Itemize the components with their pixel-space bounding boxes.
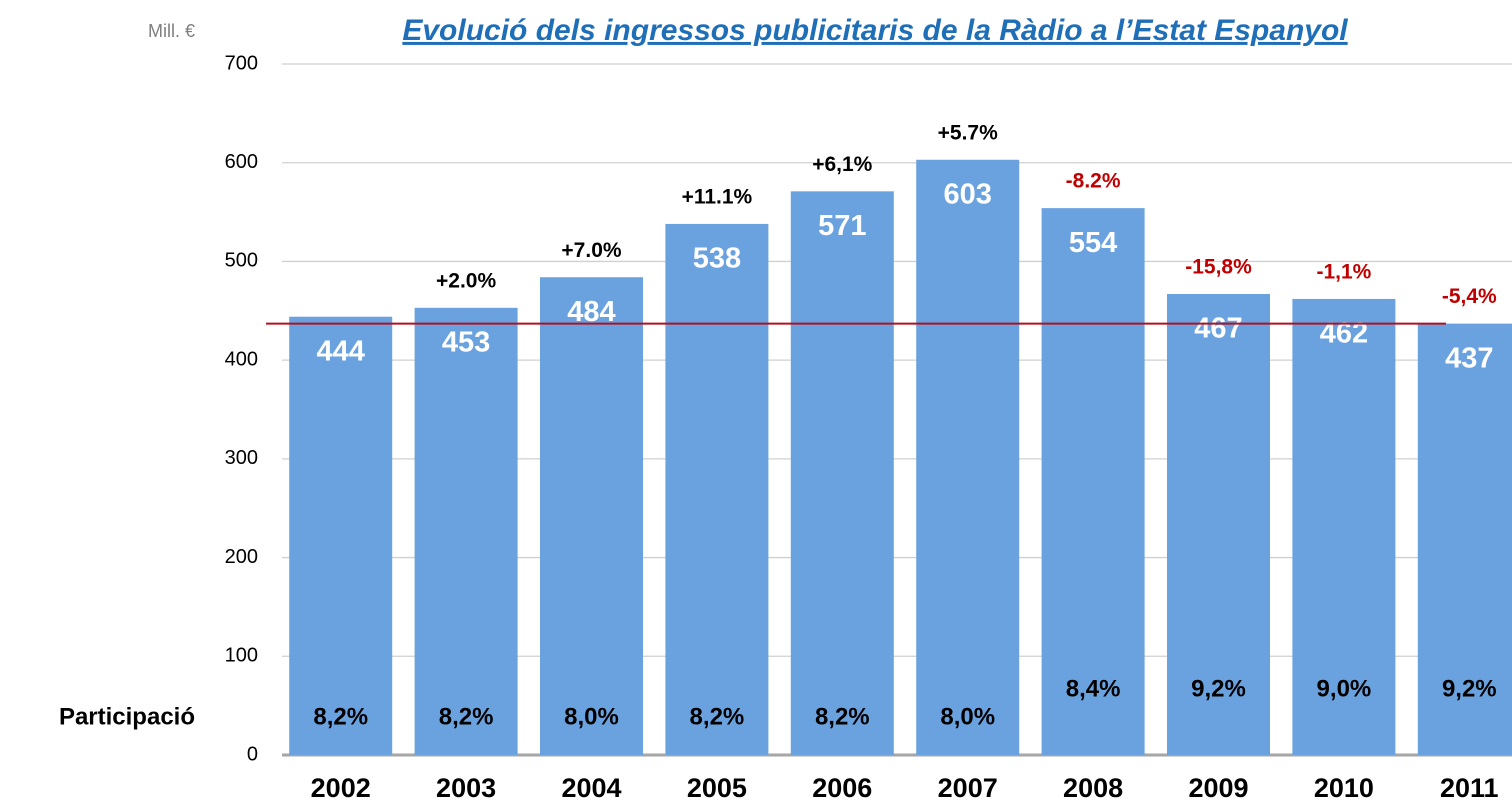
- growth-label: -8.2%: [1066, 170, 1121, 193]
- value-label: 444: [317, 335, 365, 367]
- growth-label: +7.0%: [561, 239, 621, 262]
- share-label: 8,0%: [564, 703, 619, 730]
- share-label: 9,2%: [1191, 675, 1246, 702]
- bar: [1292, 298, 1396, 755]
- value-label: 462: [1320, 318, 1368, 350]
- value-label: 437: [1445, 342, 1493, 374]
- bar: [414, 307, 518, 755]
- value-label: 453: [442, 326, 490, 358]
- y-tick-label: 400: [225, 348, 258, 370]
- y-tick-label: 300: [225, 447, 258, 469]
- chart-title: Evolució dels ingressos publicitaris de …: [402, 14, 1348, 47]
- share-label: 8,2%: [439, 703, 494, 730]
- share-label: 8,2%: [313, 703, 368, 730]
- x-tick-label: 2011: [1440, 773, 1499, 803]
- x-tick-label: 2009: [1188, 773, 1248, 803]
- value-label: 467: [1194, 313, 1242, 345]
- value-label: 484: [567, 296, 615, 328]
- bar: [790, 191, 894, 755]
- y-tick-label: 700: [225, 52, 258, 74]
- bar: [1041, 208, 1145, 755]
- share-label: 8,4%: [1066, 675, 1121, 702]
- share-row-label: Participació: [59, 703, 195, 730]
- value-label: 571: [818, 210, 866, 242]
- growth-label: -15,8%: [1185, 256, 1252, 279]
- bar: [289, 316, 393, 755]
- x-tick-label: 2006: [812, 773, 872, 803]
- growth-label: +11.1%: [682, 185, 753, 208]
- x-tick-label: 2002: [311, 773, 371, 803]
- x-tick-label: 2004: [561, 773, 621, 803]
- x-tick-label: 2008: [1063, 773, 1123, 803]
- growth-label: -1,1%: [1316, 260, 1371, 283]
- growth-label: +2.0%: [436, 269, 496, 292]
- bar: [540, 277, 643, 755]
- share-label: 8,2%: [815, 703, 870, 730]
- share-label: 8,2%: [690, 703, 745, 730]
- growth-label: -5,4%: [1442, 285, 1497, 308]
- x-tick-label: 2005: [687, 773, 747, 803]
- share-label: 8,0%: [940, 703, 995, 730]
- bar: [665, 223, 769, 756]
- bar: [1167, 294, 1270, 755]
- x-tick-label: 2007: [938, 773, 998, 803]
- y-tick-label: 100: [225, 645, 258, 667]
- bar: [916, 159, 1020, 755]
- value-label: 603: [944, 178, 992, 210]
- x-tick-label: 2010: [1314, 773, 1374, 803]
- growth-label: +6,1%: [812, 153, 872, 176]
- y-tick-label: 600: [225, 151, 258, 173]
- bar: [1417, 323, 1512, 755]
- x-tick-label: 2003: [436, 773, 496, 803]
- y-unit-label: Mill. €: [148, 21, 195, 41]
- y-tick-label: 0: [247, 743, 258, 765]
- value-label: 554: [1069, 227, 1117, 259]
- y-tick-label: 200: [225, 546, 258, 568]
- growth-label: +5.7%: [938, 121, 998, 144]
- share-label: 9,0%: [1317, 675, 1372, 702]
- y-tick-label: 500: [225, 250, 258, 272]
- share-label: 9,2%: [1442, 675, 1497, 702]
- value-label: 538: [693, 243, 741, 275]
